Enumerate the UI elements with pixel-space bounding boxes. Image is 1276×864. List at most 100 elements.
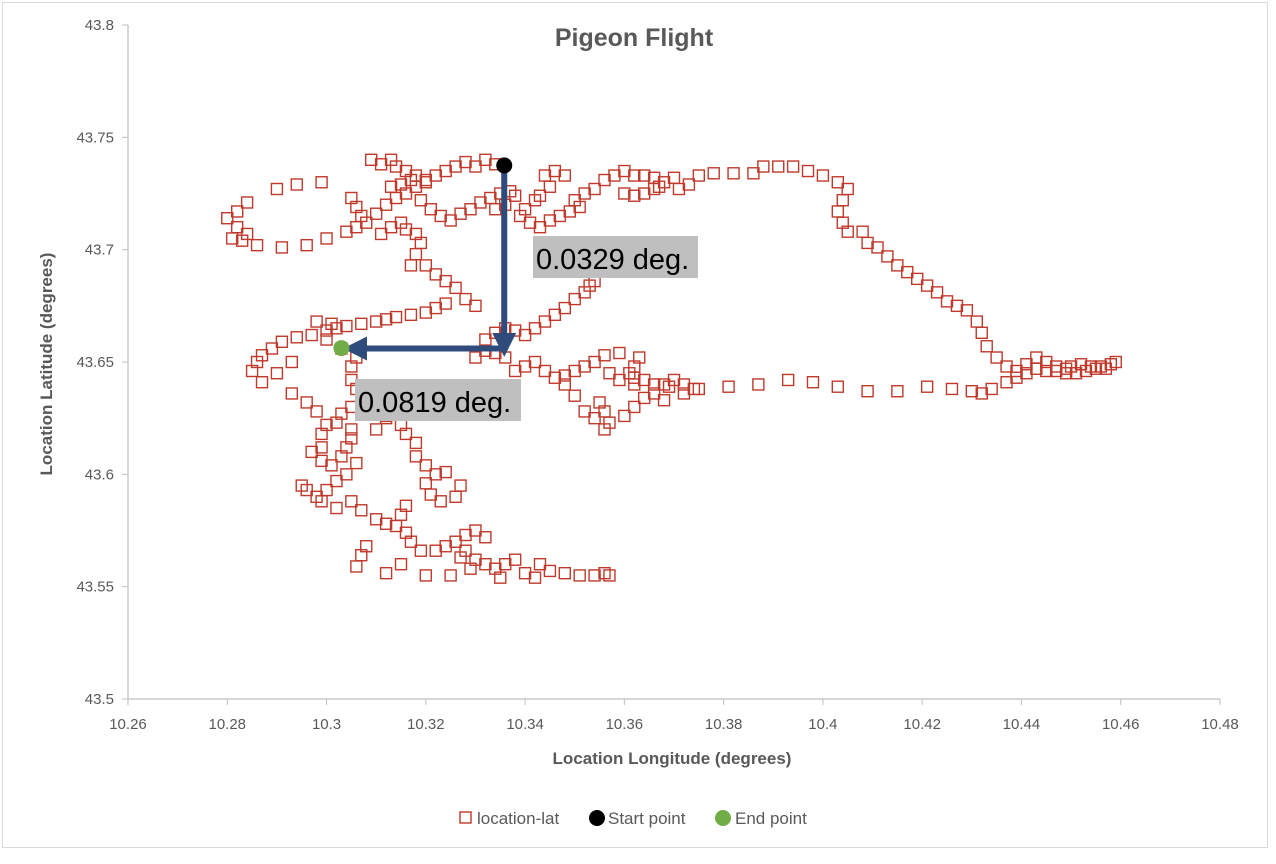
location-point <box>548 371 562 384</box>
location-point <box>568 292 581 306</box>
location-point <box>841 225 854 238</box>
location-point <box>781 373 795 387</box>
location-point <box>285 387 298 400</box>
location-point <box>672 182 686 196</box>
location-point <box>240 196 254 209</box>
location-point <box>464 203 477 216</box>
y-tick-label: 43.6 <box>85 466 114 483</box>
location-point <box>419 173 433 187</box>
location-point <box>489 203 502 216</box>
location-point <box>613 346 626 360</box>
location-point <box>414 194 428 207</box>
location-point <box>692 169 706 182</box>
location-point <box>255 376 269 389</box>
location-point <box>275 241 289 254</box>
location-point <box>374 158 388 171</box>
x-tick-label: 10.36 <box>606 716 644 733</box>
location-point <box>508 553 522 566</box>
location-point <box>409 450 423 463</box>
location-point <box>479 153 492 167</box>
location-point <box>439 274 452 288</box>
location-point <box>315 495 328 508</box>
location-point <box>315 441 328 454</box>
location-point <box>816 169 830 182</box>
location-point <box>290 331 303 344</box>
x-axis-label: Location Longitude (degrees) <box>553 749 792 768</box>
location-point <box>682 178 696 191</box>
y-tick-label: 43.8 <box>85 17 114 34</box>
location-point <box>667 373 681 387</box>
location-point <box>230 205 244 218</box>
location-point <box>722 380 735 393</box>
location-point <box>369 423 383 436</box>
location-point <box>325 459 338 472</box>
location-point <box>315 176 328 189</box>
location-point <box>628 378 641 391</box>
location-point <box>409 436 423 450</box>
location-point <box>1069 367 1083 380</box>
location-point <box>657 393 671 407</box>
location-point <box>598 173 611 187</box>
location-point <box>310 405 323 418</box>
location-point <box>424 488 437 501</box>
location-point <box>518 328 532 342</box>
location-point <box>677 378 691 391</box>
location-point <box>345 495 358 508</box>
location-point <box>479 333 492 346</box>
location-point <box>275 335 289 348</box>
location-point <box>469 160 482 173</box>
location-point <box>578 187 591 200</box>
location-point <box>245 364 259 378</box>
location-point <box>1000 360 1013 373</box>
end-point <box>333 340 350 357</box>
location-point <box>270 182 284 196</box>
location-point <box>945 382 959 396</box>
y-tick-label: 43.5 <box>85 691 114 708</box>
location-point <box>449 490 462 503</box>
location-point <box>528 194 542 207</box>
location-point <box>553 209 567 223</box>
location-point <box>618 409 631 423</box>
location-point <box>573 569 586 582</box>
location-point <box>394 216 408 229</box>
location-point <box>479 558 492 571</box>
location-point <box>1020 367 1033 380</box>
location-point <box>975 326 988 339</box>
location-points <box>221 153 1122 584</box>
chart-frame <box>2 2 1268 848</box>
location-point <box>221 212 234 225</box>
location-point <box>345 432 358 445</box>
location-point <box>369 315 383 328</box>
location-point <box>404 173 418 187</box>
location-point <box>588 411 601 425</box>
location-point <box>429 544 442 557</box>
location-point <box>538 364 552 378</box>
location-point <box>469 299 482 313</box>
location-point <box>628 400 641 414</box>
location-point <box>598 423 611 436</box>
location-point <box>449 160 462 173</box>
location-point <box>1109 355 1122 369</box>
y-tick-label: 43.7 <box>85 242 114 259</box>
location-point <box>379 517 393 530</box>
location-point <box>613 373 626 387</box>
location-point <box>920 279 934 292</box>
tick-labels: 10.26 10.28 10.3 10.32 10.34 10.36 10.38 10.4 10… <box>76 17 1238 733</box>
location-point <box>990 351 1003 364</box>
location-point <box>449 535 462 548</box>
location-point <box>930 286 944 299</box>
location-point <box>950 299 964 313</box>
location-point <box>464 562 477 575</box>
location-point <box>687 382 701 396</box>
location-point <box>831 205 844 218</box>
location-point <box>454 479 467 492</box>
location-point <box>389 160 403 173</box>
location-point <box>508 364 522 378</box>
location-point <box>320 333 333 346</box>
location-point <box>558 566 571 580</box>
x-tick-label: 10.48 <box>1201 716 1239 733</box>
location-point <box>548 164 562 178</box>
location-point <box>1000 376 1013 389</box>
location-point <box>518 360 532 373</box>
location-point <box>394 558 408 571</box>
